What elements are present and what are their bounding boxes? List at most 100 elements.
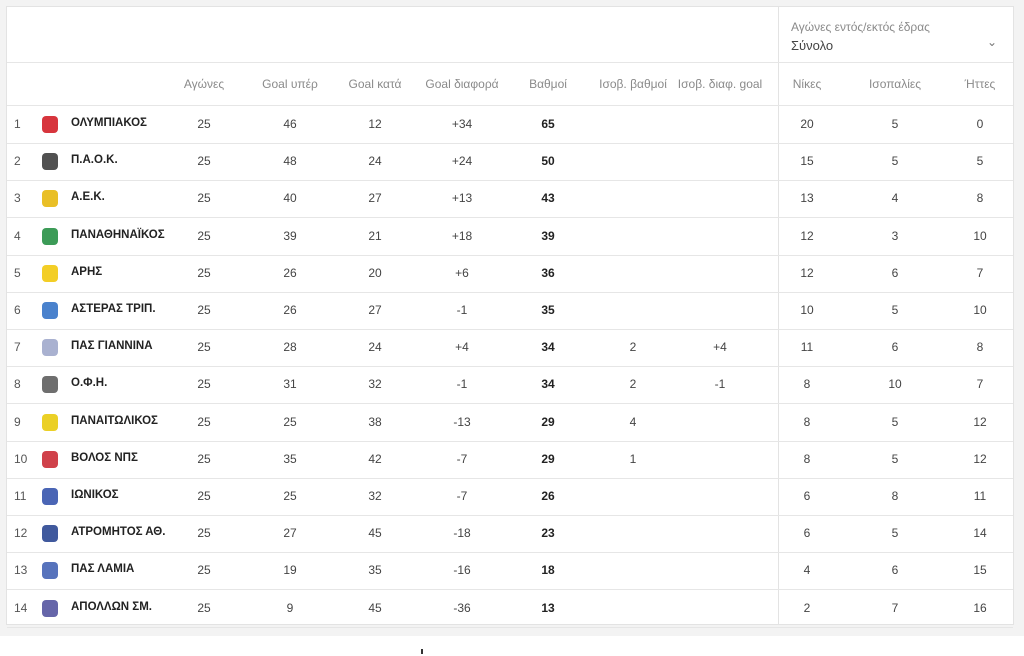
cell-tie-goal-difference: +4 [713, 340, 727, 355]
cell-losses: 10 [973, 303, 987, 317]
team-name[interactable]: Ο.Φ.Η. [71, 377, 108, 390]
cell-points: 35 [541, 303, 555, 317]
column-header-wins[interactable]: Νίκες [792, 77, 822, 91]
rank: 2 [14, 154, 21, 169]
rank: 3 [14, 191, 21, 206]
team-logo-icon [42, 190, 58, 208]
cell-tie-goal-difference: -1 [714, 377, 726, 392]
table-row[interactable]: 2 Π.Α.Ο.Κ. 25 48 24 +24 50 15 5 5 [7, 143, 1013, 182]
table-row[interactable]: 5 ΑΡΗΣ 25 26 20 +6 36 12 6 7 [7, 255, 1013, 293]
team-name[interactable]: ΟΛΥΜΠΙΑΚΟΣ [71, 117, 147, 129]
cell-points: 34 [541, 340, 555, 355]
team-name[interactable]: ΠΑΝΑΘΗΝΑΪΚΟΣ [71, 228, 165, 241]
cell-played: 25 [197, 526, 211, 541]
team-name[interactable]: ΑΤΡΟΜΗΤΟΣ ΑΘ. [71, 526, 166, 539]
divider [7, 626, 1013, 628]
team-name[interactable]: ΑΠΟΛΛΩΝ ΣΜ. [71, 600, 152, 613]
column-header-goals-against[interactable]: Goal κατά [348, 77, 402, 91]
cell-draws: 6 [891, 563, 899, 578]
chevron-down-icon[interactable]: ⌄ [987, 35, 998, 49]
team-name[interactable]: ΠΑΝΑΙΤΩΛΙΚΟΣ [71, 414, 158, 427]
cell-losses: 12 [973, 451, 987, 466]
team-logo-icon [42, 376, 58, 394]
cell-goals-against: 45 [368, 526, 382, 541]
table-row[interactable]: 12 ΑΤΡΟΜΗΤΟΣ ΑΘ. 25 27 45 -18 23 6 5 14 [7, 515, 1013, 554]
cell-goals-for: 26 [283, 303, 297, 317]
column-header-tie-points[interactable]: Ισοβ. βαθμοί [599, 77, 667, 91]
cell-goal-difference: -36 [453, 600, 471, 615]
team-logo-icon [42, 525, 58, 543]
cell-goal-difference: -1 [456, 303, 468, 317]
cell-played: 25 [197, 377, 211, 392]
cell-goal-difference: +4 [455, 340, 469, 355]
cell-goals-against: 38 [368, 414, 382, 429]
table-row[interactable]: 3 Α.Ε.Κ. 25 40 27 +13 43 13 4 8 [7, 180, 1013, 219]
cell-goal-difference: -18 [453, 526, 471, 541]
table-row[interactable]: 10 ΒΟΛΟΣ ΝΠΣ 25 35 42 -7 29 1 8 5 12 [7, 441, 1013, 479]
table-row[interactable]: 6 ΑΣΤΕΡΑΣ ΤΡΙΠ. 25 26 27 -1 35 10 5 10 [7, 292, 1013, 330]
cell-goal-difference: -1 [456, 377, 468, 392]
divider [7, 477, 1013, 479]
rank: 4 [14, 228, 21, 243]
cell-goals-against: 12 [368, 117, 382, 131]
team-name[interactable]: ΑΣΤΕΡΑΣ ΤΡΙΠ. [71, 303, 156, 315]
team-name[interactable]: Α.Ε.Κ. [71, 191, 105, 204]
cell-draws: 5 [891, 414, 899, 429]
home-away-filter-dropdown[interactable]: Αγώνες εντός/εκτός έδρας Σύνολο ⌄ [779, 7, 1015, 63]
table-row[interactable]: 13 ΠΑΣ ΛΑΜΙΑ 25 19 35 -16 18 4 6 15 [7, 552, 1013, 591]
column-header-played[interactable]: Αγώνες [183, 77, 225, 91]
cell-goals-for: 40 [283, 191, 297, 206]
team-name[interactable]: ΒΟΛΟΣ ΝΠΣ [71, 451, 138, 464]
team-name[interactable]: Π.Α.Ο.Κ. [71, 154, 118, 167]
cell-goals-for: 39 [283, 228, 297, 243]
cell-points: 34 [541, 377, 555, 392]
column-header-points[interactable]: Βαθμοί [529, 77, 567, 91]
team-name[interactable]: ΙΩΝΙΚΟΣ [71, 489, 119, 501]
table-row[interactable]: 4 ΠΑΝΑΘΗΝΑΪΚΟΣ 25 39 21 +18 39 12 3 10 [7, 218, 1013, 256]
cell-goal-difference: +6 [455, 265, 469, 280]
table-row[interactable]: 1 ΟΛΥΜΠΙΑΚΟΣ 25 46 12 +34 65 20 5 0 [7, 106, 1013, 144]
table-row[interactable]: 9 ΠΑΝΑΙΤΩΛΙΚΟΣ 25 25 38 -13 29 4 8 5 12 [7, 404, 1013, 442]
column-header-draws[interactable]: Ισοπαλίες [868, 77, 922, 91]
team-logo-icon [42, 116, 58, 133]
cell-played: 25 [197, 600, 211, 615]
team-logo-icon [42, 302, 58, 319]
cell-goal-difference: +34 [451, 117, 473, 131]
team-name[interactable]: ΑΡΗΣ [71, 265, 103, 278]
cell-points: 13 [541, 600, 555, 615]
team-name[interactable]: ΠΑΣ ΓΙΑΝΝΙΝΑ [71, 340, 153, 353]
cell-wins: 10 [800, 303, 814, 317]
rank: 11 [14, 489, 27, 503]
cell-wins: 15 [800, 154, 814, 169]
cell-goals-for: 9 [286, 600, 294, 615]
cell-played: 25 [197, 191, 211, 206]
cell-wins: 12 [800, 228, 814, 243]
table-row[interactable]: 7 ΠΑΣ ΓΙΑΝΝΙΝΑ 25 28 24 +4 34 2 +4 11 6 8 [7, 329, 1013, 368]
cell-goals-for: 25 [283, 414, 297, 429]
cell-played: 25 [197, 340, 211, 355]
table-row[interactable]: 11 ΙΩΝΙΚΟΣ 25 25 32 -7 26 6 8 11 [7, 478, 1013, 516]
standings-table: Αγώνες εντός/εκτός έδρας Σύνολο ⌄ Αγώνες… [6, 6, 1015, 628]
cell-wins: 20 [800, 117, 814, 131]
table-row[interactable]: 14 ΑΠΟΛΛΩΝ ΣΜ. 25 9 45 -36 13 2 7 16 [7, 590, 1013, 628]
column-header-tie-goal-difference[interactable]: Ισοβ. διαφ. goal [677, 77, 763, 91]
divider [7, 254, 1013, 256]
table-row[interactable]: 8 Ο.Φ.Η. 25 31 32 -1 34 2 -1 8 10 7 [7, 366, 1013, 405]
team-name[interactable]: ΠΑΣ ΛΑΜΙΑ [71, 563, 135, 576]
column-header-goal-difference[interactable]: Goal διαφορά [425, 77, 499, 91]
cell-goal-difference: -13 [453, 414, 471, 429]
cell-wins: 8 [803, 377, 811, 392]
column-header-goals-for[interactable]: Goal υπέρ [262, 77, 318, 91]
cell-goals-for: 25 [283, 489, 297, 503]
cell-draws: 5 [891, 451, 899, 466]
cell-played: 25 [197, 489, 211, 503]
cell-losses: 8 [976, 191, 984, 206]
cell-wins: 6 [803, 526, 811, 541]
cell-played: 25 [197, 265, 211, 280]
cell-points: 65 [541, 117, 555, 131]
cell-losses: 8 [976, 340, 984, 355]
rank: 12 [14, 526, 28, 541]
filter-label: Αγώνες εντός/εκτός έδρας [791, 20, 930, 34]
team-logo-icon [42, 227, 58, 245]
column-header-losses[interactable]: Ήττες [964, 77, 996, 91]
